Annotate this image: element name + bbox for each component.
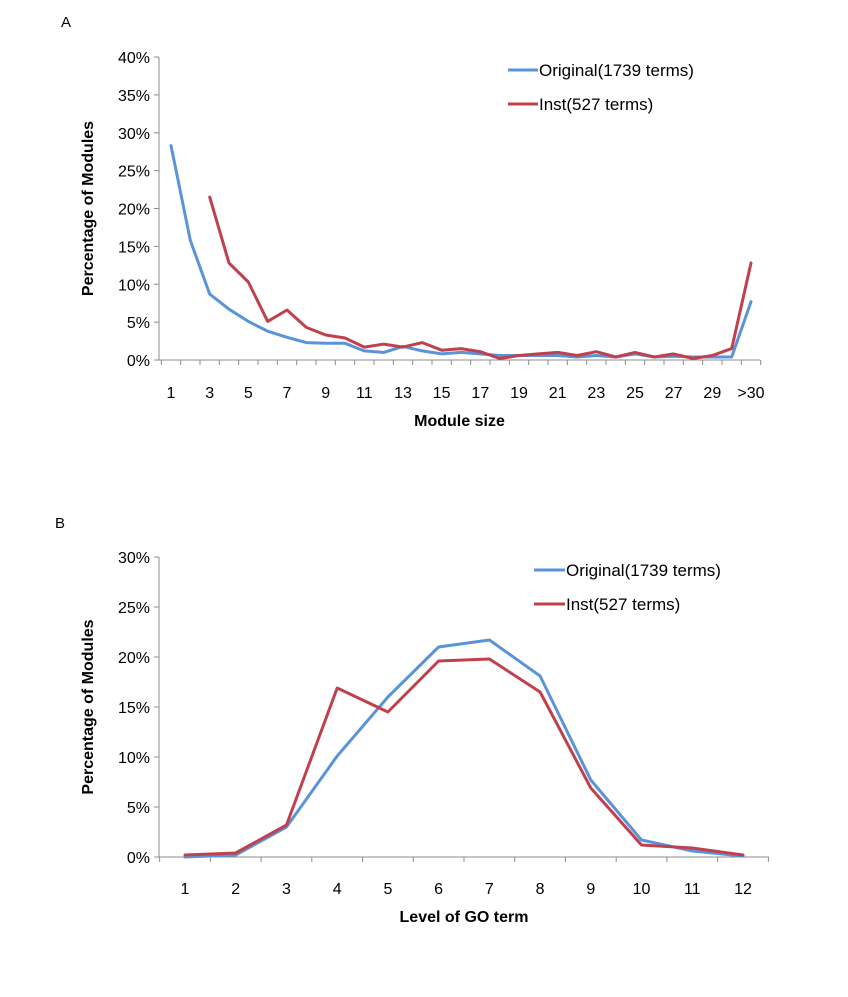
x-tick-label: 3 <box>205 385 214 402</box>
series-line-2 <box>208 195 753 360</box>
y-tick-label: 10% <box>118 277 150 294</box>
legend-label-1: Original(1739 terms) <box>539 61 694 80</box>
x-tick-label: >30 <box>737 385 764 402</box>
x-tick-label: 11 <box>684 881 701 898</box>
y-tick-label: 10% <box>118 750 150 767</box>
x-tick-label: 2 <box>231 881 240 898</box>
y-tick-label: 25% <box>118 164 150 181</box>
chart-a: A0%5%10%15%20%25%30%35%40%1 3 5 7 9 11 13 15 17 1… <box>61 14 765 430</box>
y-tick-label: 30% <box>118 126 150 143</box>
y-tick-label: 30% <box>118 550 150 567</box>
series-line-2 <box>183 657 745 857</box>
x-tick-label: 3 <box>282 881 291 898</box>
chart-b: B0%5%10%15%20%25%30%1 2 3 4 5 6 7 8 9 10 11 12Level… <box>55 515 769 926</box>
x-tick-label: 29 <box>703 385 721 402</box>
y-tick-label: 5% <box>127 800 150 817</box>
y-tick-label: 0% <box>127 850 150 867</box>
x-tick-label: 17 <box>471 385 489 402</box>
y-tick-label: 0% <box>127 353 150 370</box>
x-tick-label: 27 <box>665 385 683 402</box>
legend-label-2: Inst(527 terms) <box>566 595 680 614</box>
y-tick-label: 15% <box>118 239 150 256</box>
series-line-1 <box>169 144 753 359</box>
legend-label-2: Inst(527 terms) <box>539 95 653 114</box>
series-line-1 <box>183 638 745 859</box>
x-tick-label: 9 <box>586 881 595 898</box>
y-tick-label: 20% <box>118 202 150 219</box>
x-tick-label: 6 <box>434 881 443 898</box>
x-tick-label: 9 <box>321 385 330 402</box>
x-tick-label: 1 <box>181 881 190 898</box>
y-tick-label: 5% <box>127 315 150 332</box>
x-tick-label: 23 <box>587 385 605 402</box>
panel-letter: A <box>61 14 71 31</box>
legend-label-1: Original(1739 terms) <box>566 561 721 580</box>
x-tick-label: 25 <box>626 385 644 402</box>
x-tick-label: 8 <box>536 881 545 898</box>
y-tick-label: 25% <box>118 600 150 617</box>
x-tick-label: 12 <box>734 881 752 898</box>
y-axis-label: Percentage of Modules <box>80 619 97 794</box>
x-tick-label: 15 <box>433 385 451 402</box>
x-axis-label: Module size <box>414 413 505 430</box>
x-tick-label: 11 <box>356 385 373 402</box>
y-axis-label: Percentage of Modules <box>80 121 97 296</box>
y-tick-label: 15% <box>118 700 150 717</box>
x-tick-label: 13 <box>394 385 412 402</box>
x-tick-label: 1 <box>167 385 176 402</box>
panel-letter: B <box>55 515 65 532</box>
x-tick-label: 7 <box>283 385 292 402</box>
x-tick-label: 5 <box>244 385 253 402</box>
x-axis-label: Level of GO term <box>400 909 529 926</box>
x-tick-label: 7 <box>485 881 494 898</box>
y-tick-label: 20% <box>118 650 150 667</box>
x-tick-label: 19 <box>510 385 528 402</box>
x-tick-label: 4 <box>333 881 342 898</box>
y-tick-label: 40% <box>118 50 150 67</box>
x-tick-label: 10 <box>633 881 651 898</box>
y-tick-label: 35% <box>118 88 150 105</box>
x-tick-label: 21 <box>549 385 567 402</box>
x-tick-label: 5 <box>383 881 392 898</box>
